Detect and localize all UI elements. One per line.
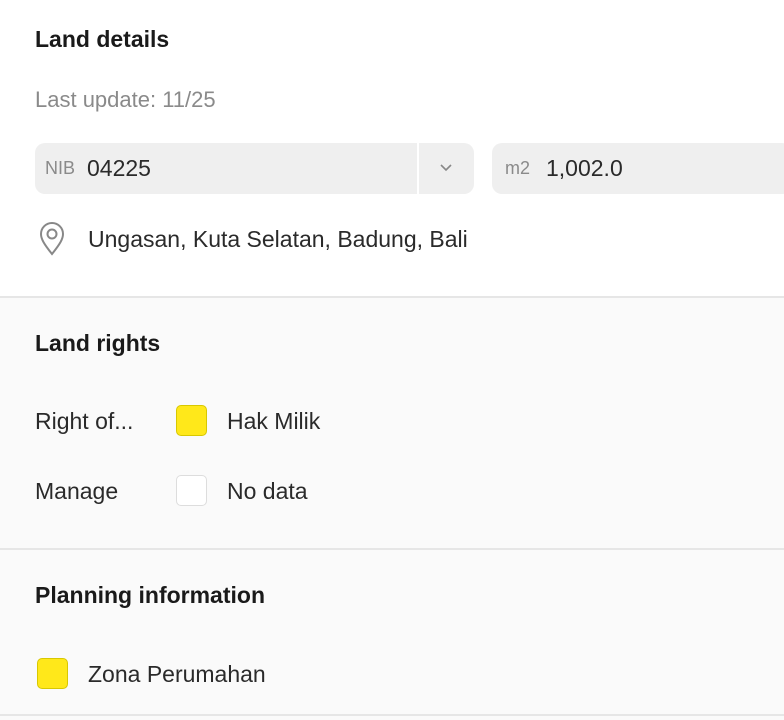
divider [417, 143, 419, 194]
nib-select[interactable]: NIB 04225 [35, 143, 474, 194]
land-rights-section: Land rights Right of... Hak Milik Manage… [0, 298, 784, 550]
row-label: Manage [35, 478, 119, 504]
color-swatch [37, 658, 68, 689]
nib-value: 04225 [87, 155, 151, 181]
zone-value: Zona Perumahan [88, 661, 266, 687]
area-unit: m2 [505, 158, 531, 178]
section-title: Land details [35, 26, 170, 52]
chevron-down-icon[interactable] [439, 163, 453, 173]
row-label: Right of... [35, 408, 134, 434]
location-text: Ungasan, Kuta Selatan, Badung, Bali [88, 226, 468, 252]
color-swatch [176, 475, 207, 506]
row-value: No data [227, 478, 308, 504]
nib-label: NIB [45, 158, 76, 178]
section-title: Planning information [35, 582, 265, 608]
area-value: 1,002.0 [546, 155, 623, 181]
row-value: Hak Milik [227, 408, 321, 434]
area-field[interactable]: m2 1,002.0 [492, 143, 784, 194]
section-title: Land rights [35, 330, 161, 356]
color-swatch [176, 405, 207, 436]
land-details-section: Land details Last update: 11/25 NIB 0422… [0, 0, 784, 298]
location-pin-icon [39, 222, 65, 256]
planning-section: Planning information Zona Perumahan [0, 550, 784, 716]
last-update: Last update: 11/25 [35, 87, 216, 112]
